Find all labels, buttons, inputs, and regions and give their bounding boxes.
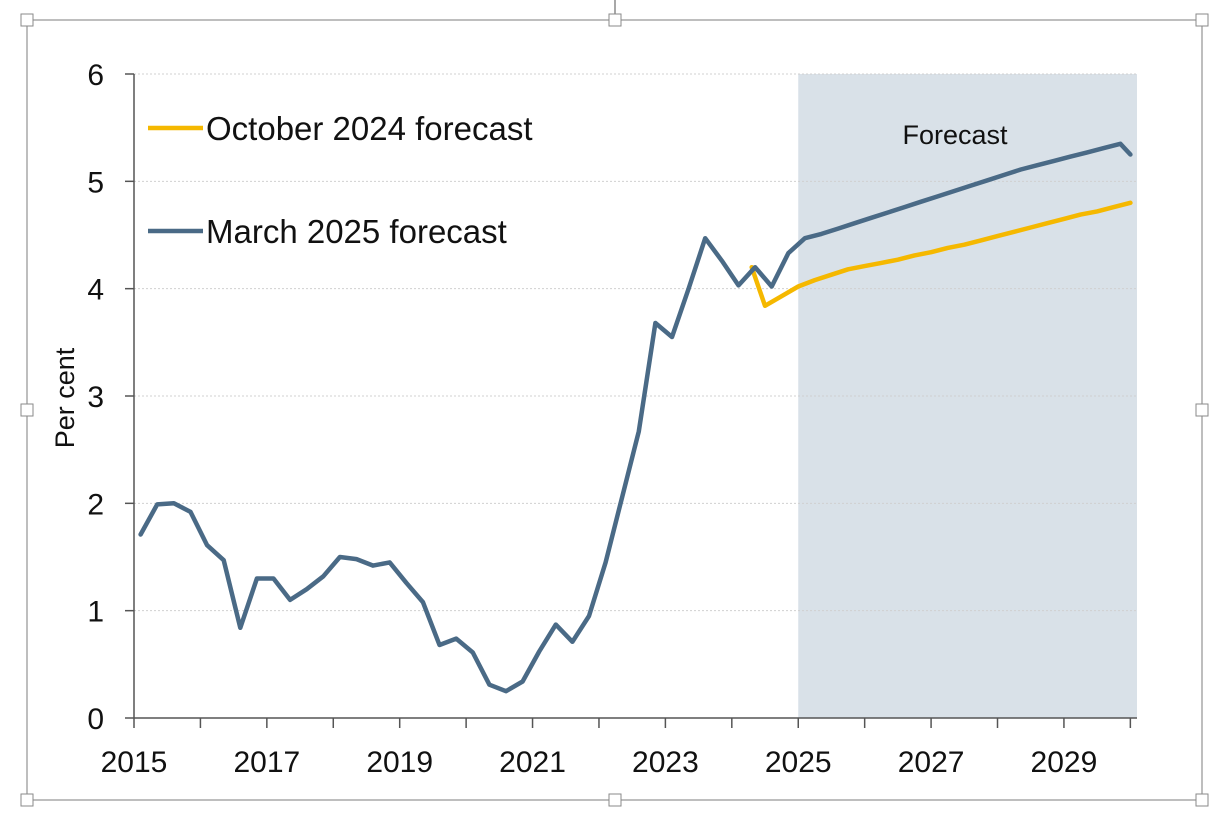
y-axis-label: Per cent [50, 347, 80, 448]
x-tick-label: 2029 [1031, 746, 1098, 779]
x-tick-label: 2017 [233, 746, 300, 779]
y-tick-label: 1 [87, 596, 104, 629]
resize-handle-top[interactable] [608, 13, 622, 27]
y-tick-label: 5 [87, 166, 104, 199]
resize-handle-bottom[interactable] [608, 793, 622, 807]
resize-handle-bottom-right[interactable] [1195, 793, 1209, 807]
resize-handle-right[interactable] [1195, 403, 1209, 417]
legend: October 2024 forecast March 2025 forecast [148, 110, 533, 250]
forecast-label: Forecast [902, 120, 1008, 150]
resize-handle-left[interactable] [20, 403, 34, 417]
y-tick-label: 6 [87, 59, 104, 92]
series-lines [138, 141, 1133, 694]
x-tick-label: 2015 [101, 746, 168, 779]
gridlines [134, 73, 1137, 612]
y-tick-label: 2 [87, 488, 104, 521]
y-tick-label: 4 [87, 274, 104, 307]
axes [125, 73, 1137, 728]
x-tick-label: 2021 [499, 746, 566, 779]
legend-label-march: March 2025 forecast [206, 213, 507, 250]
x-tick-label: 2025 [765, 746, 832, 779]
tick-labels: 0 1 2 3 4 5 6 2015 2017 2019 2021 2023 2025 2027 2029 [87, 59, 1097, 779]
resize-handle-top-right[interactable] [1195, 13, 1209, 27]
series-line-march [138, 141, 1133, 694]
resize-handle-bottom-left[interactable] [20, 793, 34, 807]
x-tick-label: 2023 [632, 746, 699, 779]
legend-label-october: October 2024 forecast [206, 110, 533, 147]
resize-handle-top-left[interactable] [20, 13, 34, 27]
series-line-october [749, 200, 1133, 309]
x-tick-label: 2019 [366, 746, 433, 779]
x-tick-label: 2027 [898, 746, 965, 779]
y-tick-label: 0 [87, 703, 104, 736]
y-tick-label: 3 [87, 381, 104, 414]
